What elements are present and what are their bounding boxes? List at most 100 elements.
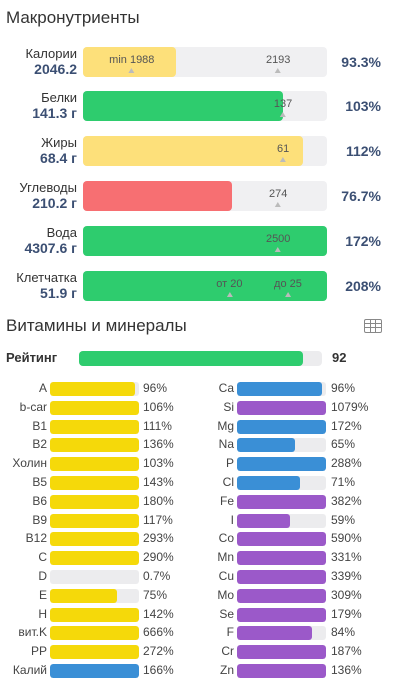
nutrient-percent: 59% xyxy=(331,513,356,527)
nutrient-bar xyxy=(237,514,326,528)
nutrient-bar-fill xyxy=(50,626,139,640)
macro-value: 141.3 г xyxy=(32,105,77,121)
nutrient-bar-fill xyxy=(237,438,295,452)
nutrient-label: PP xyxy=(30,644,47,658)
nutrient-bar xyxy=(237,532,326,546)
nutrient-label: B9 xyxy=(32,513,47,527)
nutrient-bar xyxy=(50,551,139,565)
nutrient-bar-fill xyxy=(50,495,139,509)
nutrient-row: E 75% xyxy=(0,588,401,603)
nutrient-percent: 666% xyxy=(143,625,174,639)
nutrient-percent: 71% xyxy=(331,475,356,489)
nutrient-bar xyxy=(237,495,326,509)
nutrient-bar xyxy=(50,438,139,452)
macro-progress-bar: 61 xyxy=(83,136,327,166)
nutrient-bar-fill xyxy=(50,476,139,490)
macro-progress-bar: 137 xyxy=(83,91,327,121)
nutrient-bar xyxy=(237,401,326,415)
macro-value: 210.2 г xyxy=(32,195,77,211)
nutrient-percent: 65% xyxy=(331,437,356,451)
nutrient-row: Cl 71% xyxy=(0,475,401,490)
macro-progress-fill xyxy=(83,91,284,121)
nutrient-bar-fill xyxy=(50,457,139,471)
nutrient-bar xyxy=(50,570,139,584)
nutrient-row: A 96% xyxy=(0,381,401,396)
nutrient-label: Ca xyxy=(218,381,234,395)
nutrient-bar-fill xyxy=(50,532,139,546)
nutrient-bar-fill xyxy=(50,382,136,396)
nutrient-label: A xyxy=(38,381,47,395)
nutrient-row: Si 1079% xyxy=(0,400,401,415)
macro-row: Углеводы 210.2 г 274 76.7% xyxy=(0,179,401,213)
nutrient-percent: 136% xyxy=(331,663,362,677)
macro-name: Углеводы xyxy=(19,180,77,195)
nutrient-label: Cu xyxy=(218,569,234,583)
nutrient-bar xyxy=(50,457,139,471)
nutrient-label: B2 xyxy=(32,437,47,451)
nutrient-bar-fill xyxy=(50,608,139,622)
nutrient-bar xyxy=(237,589,326,603)
nutrient-bar xyxy=(237,551,326,565)
nutrient-row: Калий 166% xyxy=(0,663,401,678)
nutrient-percent: 166% xyxy=(143,663,174,677)
nutrient-bar-fill xyxy=(50,551,139,565)
nutrient-percent: 339% xyxy=(331,569,362,583)
nutrient-label: B12 xyxy=(25,531,47,545)
nutrient-percent: 382% xyxy=(331,494,362,508)
macro-progress-bar: 274 xyxy=(83,181,327,211)
nutrient-row: Mo 309% xyxy=(0,588,401,603)
nutrient-percent: 290% xyxy=(143,550,174,564)
nutrient-label: Na xyxy=(218,437,234,451)
nutrient-label: C xyxy=(38,550,47,564)
macro-name: Жиры xyxy=(41,135,77,150)
macro-target-marker: 2500 xyxy=(265,233,291,245)
macro-value: 51.9 г xyxy=(40,285,77,301)
macro-percent: 112% xyxy=(345,143,381,159)
macro-name: Белки xyxy=(41,90,77,105)
nutrient-percent: 75% xyxy=(143,588,168,602)
nutrient-percent: 96% xyxy=(331,381,356,395)
nutrient-row: B12 293% xyxy=(0,531,401,546)
nutrient-row: B9 117% xyxy=(0,513,401,528)
rating-label: Рейтинг xyxy=(6,350,58,365)
nutrient-percent: 180% xyxy=(143,494,174,508)
nutrient-bar-fill xyxy=(237,626,312,640)
nutrient-bar-fill xyxy=(237,514,290,528)
nutrient-row: Cu 339% xyxy=(0,569,401,584)
macro-target-marker: min 1988 xyxy=(109,54,155,66)
macro-target-marker: до 25 xyxy=(274,278,302,290)
nutrient-label: I xyxy=(230,513,234,527)
nutrient-label: b-car xyxy=(19,400,47,414)
nutrient-row: Mn 331% xyxy=(0,550,401,565)
nutrient-bar-fill xyxy=(237,495,326,509)
nutrient-percent: 187% xyxy=(331,644,362,658)
macro-progress-fill xyxy=(83,136,303,166)
nutrient-bar xyxy=(237,645,326,659)
nutrient-bar xyxy=(237,626,326,640)
nutrient-label: B6 xyxy=(32,494,47,508)
nutrient-bar-fill xyxy=(237,532,326,546)
nutrient-bar-fill xyxy=(237,645,326,659)
nutrient-bar xyxy=(50,664,139,678)
nutrient-bar-fill xyxy=(50,589,117,603)
nutrient-bar-fill xyxy=(50,645,139,659)
nutrient-percent: 179% xyxy=(331,607,362,621)
rating-bar xyxy=(79,351,322,366)
nutrient-row: b-car 106% xyxy=(0,400,401,415)
table-icon[interactable] xyxy=(364,319,382,333)
nutrient-bar-fill xyxy=(50,514,139,528)
macro-target-marker: 2193 xyxy=(265,54,291,66)
nutrient-percent: 142% xyxy=(143,607,174,621)
macro-row: Вода 4307.6 г 2500 172% xyxy=(0,224,401,258)
nutrient-row: B5 143% xyxy=(0,475,401,490)
nutrient-percent: 288% xyxy=(331,456,362,470)
nutrient-bar-fill xyxy=(237,401,326,415)
nutrient-bar xyxy=(237,382,326,396)
nutrient-percent: 1079% xyxy=(331,400,369,414)
nutrient-percent: 590% xyxy=(331,531,362,545)
nutrient-bar xyxy=(237,438,326,452)
nutrient-row: Fe 382% xyxy=(0,494,401,509)
nutrient-bar xyxy=(237,570,326,584)
macro-target-marker: 61 xyxy=(276,143,290,155)
macro-percent: 93.3% xyxy=(341,54,381,70)
